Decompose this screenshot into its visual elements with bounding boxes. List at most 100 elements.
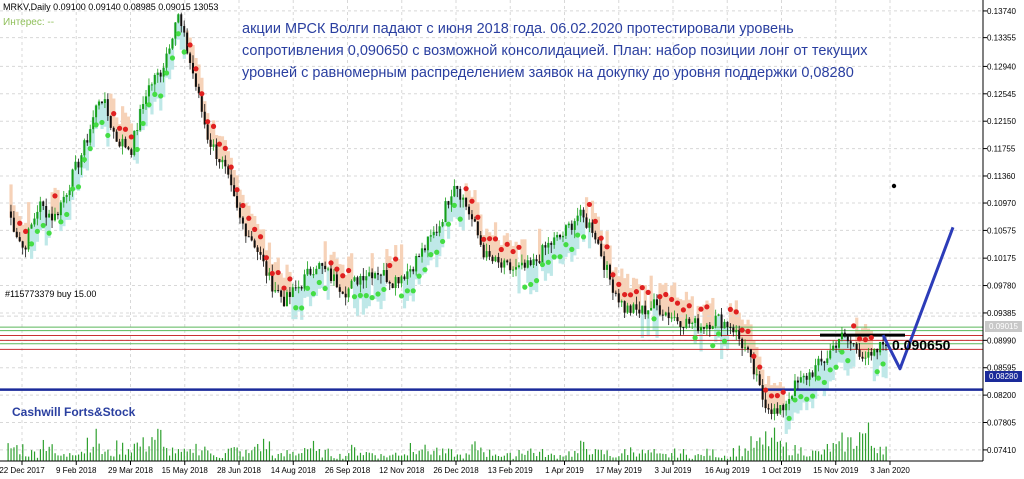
cloud-segment — [790, 396, 794, 421]
volume-bar — [406, 455, 409, 461]
volume-bar — [559, 455, 561, 461]
candle-body — [447, 201, 450, 205]
volume-bar — [794, 444, 796, 461]
candle-body — [277, 290, 280, 292]
candle-body — [515, 267, 518, 270]
volume-bar — [562, 456, 564, 461]
cloud-segment — [587, 222, 592, 249]
cloud-segment — [432, 231, 436, 255]
candle-body — [517, 265, 520, 268]
cloud-segment — [182, 32, 186, 59]
candle-body — [30, 224, 33, 229]
cloud-segment — [576, 215, 580, 250]
volume-bar — [330, 456, 332, 461]
candle-body — [48, 213, 51, 218]
volume-bar — [92, 446, 94, 461]
candle-body — [71, 169, 74, 191]
green-dot — [28, 241, 35, 247]
volume-bar — [327, 448, 329, 461]
cloud-segment — [244, 202, 248, 237]
volume-bar — [635, 456, 638, 461]
cloud-segment — [608, 245, 612, 280]
candle-body — [92, 117, 95, 130]
candle-body — [573, 221, 576, 230]
cloud-segment — [311, 274, 316, 298]
cloud-segment — [843, 335, 847, 371]
volume-bar — [365, 451, 367, 461]
red-dot — [598, 235, 604, 241]
volume-bar — [213, 455, 215, 461]
volume-bar — [89, 452, 91, 461]
volume-bar — [776, 441, 779, 461]
volume-bar — [307, 449, 309, 461]
candle-body — [338, 287, 341, 292]
candle-body — [597, 239, 600, 244]
cloud-segment — [367, 272, 371, 307]
candle-body — [130, 149, 133, 155]
red-dot — [228, 164, 234, 170]
candle-body — [688, 318, 691, 324]
candle-body — [561, 235, 564, 238]
red-dot — [704, 304, 710, 310]
candle-body — [432, 231, 435, 236]
volume-bar — [450, 449, 453, 461]
x-tick-label: 14 Aug 2018 — [271, 466, 316, 475]
candle-body — [227, 166, 230, 175]
candle-body — [441, 222, 444, 227]
volume-bar — [424, 444, 426, 461]
candle-body — [435, 231, 438, 233]
volume-bar — [356, 455, 359, 461]
cloud-segment — [150, 84, 154, 115]
candle-body — [174, 22, 177, 39]
symbol-info: MRKV,Daily 0.09100 0.09140 0.08985 0.090… — [3, 2, 219, 12]
volume-bar — [122, 442, 124, 461]
candle-body — [808, 372, 811, 380]
candle-body — [350, 280, 353, 289]
cloud-segment — [872, 349, 876, 382]
red-dot — [774, 393, 780, 399]
volume-bar — [201, 450, 203, 461]
cloud-segment — [520, 239, 524, 263]
volume-bar — [568, 451, 570, 461]
red-dot — [187, 42, 193, 48]
candle-body — [470, 214, 473, 220]
volume-bar — [101, 454, 103, 461]
candle-body — [664, 312, 667, 316]
volume-bar — [706, 448, 708, 461]
volume-bar — [856, 445, 858, 461]
volume-bar — [632, 452, 635, 461]
cloud-segment — [18, 216, 22, 242]
cloud-segment — [47, 213, 51, 238]
candle-body — [256, 247, 259, 252]
y-tick-label: 0.08595 — [987, 364, 1016, 373]
cloud-segment — [849, 343, 853, 369]
order-label: #115773379 buy 15.00 — [5, 289, 97, 299]
candle-body — [429, 235, 432, 237]
volume-bar — [86, 437, 88, 461]
grid — [0, 0, 983, 461]
cloud-segment — [822, 363, 827, 397]
volume-bar — [154, 439, 156, 461]
y-tick-label: 0.13740 — [987, 7, 1016, 16]
green-dot — [827, 367, 833, 373]
volume-bar — [442, 448, 444, 461]
volume-bar — [668, 457, 670, 461]
volume-bar — [553, 455, 555, 461]
candle-body — [189, 53, 192, 63]
candle-body — [368, 272, 371, 277]
candle-body — [782, 405, 785, 411]
candle-body — [647, 310, 650, 315]
candle-body — [823, 361, 826, 364]
candle-body — [109, 115, 112, 128]
candle-body — [623, 301, 626, 313]
cloud-segment — [687, 299, 691, 324]
volume-bar — [882, 454, 884, 461]
candle-body — [385, 270, 388, 282]
candle-body — [547, 242, 550, 248]
candle-body — [250, 236, 253, 241]
candle-body — [667, 312, 670, 319]
volume-bar — [28, 456, 30, 461]
cloud-segment — [306, 268, 310, 297]
cloud-segment — [291, 287, 295, 320]
candle-body — [344, 293, 347, 298]
